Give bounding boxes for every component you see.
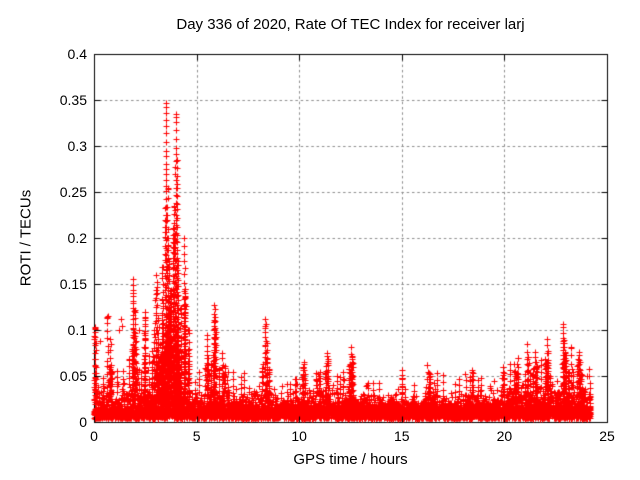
y-tick-label: 0.1 <box>67 322 87 338</box>
x-axis-label: GPS time / hours <box>293 451 408 468</box>
y-tick-label: 0.3 <box>67 138 87 154</box>
y-tick-label: 0.25 <box>59 184 87 200</box>
x-tick-label: 20 <box>496 428 513 444</box>
x-tick-label: 5 <box>192 428 201 444</box>
y-tick-label: 0.05 <box>59 368 87 384</box>
chart-title: Day 336 of 2020, Rate Of TEC Index for r… <box>176 16 525 33</box>
y-tick-label: 0.2 <box>67 230 87 246</box>
x-tick-label: 25 <box>599 428 615 444</box>
x-tick-label: 10 <box>291 428 307 444</box>
y-tick-label: 0.15 <box>59 276 87 292</box>
x-tick-label: 0 <box>90 428 98 444</box>
y-tick-label: 0.35 <box>59 92 87 108</box>
y-tick-label: 0 <box>79 414 87 430</box>
x-tick-label: 15 <box>394 428 410 444</box>
y-tick-label: 0.4 <box>67 46 87 62</box>
